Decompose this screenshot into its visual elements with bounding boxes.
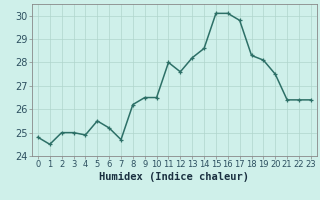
X-axis label: Humidex (Indice chaleur): Humidex (Indice chaleur)	[100, 172, 249, 182]
